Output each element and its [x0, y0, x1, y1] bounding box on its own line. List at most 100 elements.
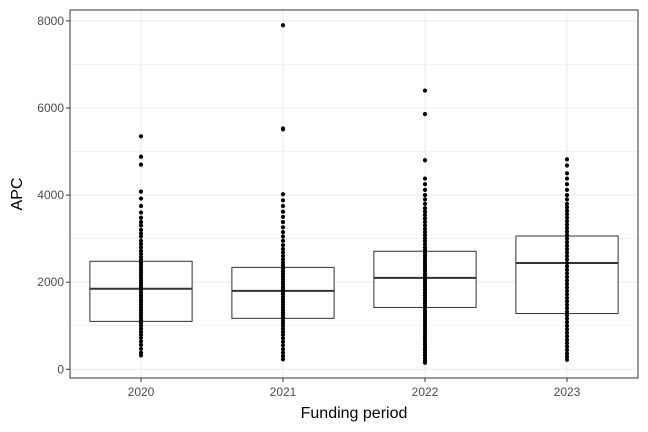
data-point	[564, 157, 570, 162]
data-point	[138, 241, 144, 246]
data-point	[564, 192, 570, 198]
data-point	[564, 278, 570, 283]
data-point	[422, 230, 428, 235]
data-point	[422, 242, 428, 247]
data-point	[564, 240, 570, 245]
data-point	[564, 219, 570, 224]
data-point	[280, 250, 286, 255]
data-point	[138, 223, 144, 228]
data-point	[280, 329, 286, 334]
data-point	[564, 176, 570, 181]
data-point	[138, 231, 144, 236]
x-axis: 2020 2021 2022 2023	[128, 378, 581, 399]
data-point	[564, 341, 570, 346]
y-axis-title: APC	[9, 178, 26, 211]
data-point	[564, 205, 570, 210]
data-point	[422, 209, 428, 214]
y-axis: 0 2000 4000 6000 8000	[37, 14, 70, 376]
data-point	[280, 198, 286, 203]
data-point	[564, 215, 570, 220]
data-point	[422, 201, 428, 206]
data-point	[564, 250, 570, 255]
data-point	[138, 238, 144, 243]
data-point	[564, 285, 570, 290]
data-point	[138, 189, 144, 194]
data-point	[280, 326, 286, 331]
y-tick-label: 0	[57, 362, 64, 376]
data-point	[422, 236, 428, 241]
data-point	[564, 257, 570, 262]
data-point	[564, 354, 570, 359]
data-point	[564, 267, 570, 273]
data-point	[564, 236, 570, 241]
data-point	[564, 323, 570, 328]
data-point	[564, 334, 570, 339]
x-tick-label: 2022	[412, 385, 439, 399]
data-point	[280, 357, 286, 362]
data-point	[564, 302, 570, 307]
data-point	[138, 248, 144, 253]
data-point	[280, 323, 286, 328]
data-point	[280, 127, 286, 132]
data-point	[280, 350, 286, 355]
data-point	[564, 222, 570, 227]
data-point	[138, 342, 144, 348]
data-point	[564, 327, 570, 332]
data-point	[564, 253, 570, 259]
y-tick-label: 6000	[37, 101, 64, 115]
data-point	[564, 197, 570, 202]
data-point	[280, 192, 286, 197]
data-point	[564, 351, 570, 356]
data-point	[564, 330, 570, 335]
x-tick-label: 2021	[270, 385, 297, 399]
data-point	[280, 260, 286, 265]
data-point	[422, 158, 428, 163]
data-point	[280, 347, 286, 352]
data-point	[138, 219, 144, 225]
data-point	[422, 206, 428, 211]
data-point	[564, 357, 570, 362]
data-point	[138, 335, 144, 341]
data-point	[280, 23, 286, 28]
data-point	[564, 182, 570, 187]
panel-border	[69, 9, 639, 379]
data-point	[280, 219, 286, 225]
data-point	[422, 216, 428, 221]
data-point	[280, 209, 286, 214]
data-point	[564, 171, 570, 176]
data-point	[138, 196, 144, 201]
data-point	[564, 246, 570, 252]
data-point	[138, 227, 144, 233]
data-point	[280, 214, 286, 219]
data-point	[564, 229, 570, 234]
data-point	[564, 281, 570, 287]
data-point	[280, 257, 286, 262]
data-point	[564, 264, 570, 269]
data-point	[138, 203, 144, 209]
x-tick-label: 2023	[554, 385, 581, 399]
data-point	[422, 176, 428, 181]
data-point	[564, 271, 570, 276]
data-point	[422, 187, 428, 192]
data-point	[564, 320, 570, 325]
data-point	[280, 336, 286, 341]
data-point	[280, 243, 286, 248]
data-point	[280, 234, 286, 239]
data-point	[422, 197, 428, 202]
data-point	[564, 233, 570, 238]
data-point	[564, 306, 570, 311]
data-point	[564, 337, 570, 342]
data-point	[280, 238, 286, 243]
data-point	[138, 251, 144, 256]
data-point	[280, 225, 286, 230]
data-point	[280, 253, 286, 259]
data-point	[422, 226, 428, 232]
data-point	[280, 343, 286, 348]
plot-panel	[70, 10, 638, 378]
point-layer	[138, 23, 570, 365]
data-point	[138, 332, 144, 337]
data-point	[422, 360, 428, 365]
data-point	[564, 313, 570, 318]
data-point	[138, 339, 144, 344]
